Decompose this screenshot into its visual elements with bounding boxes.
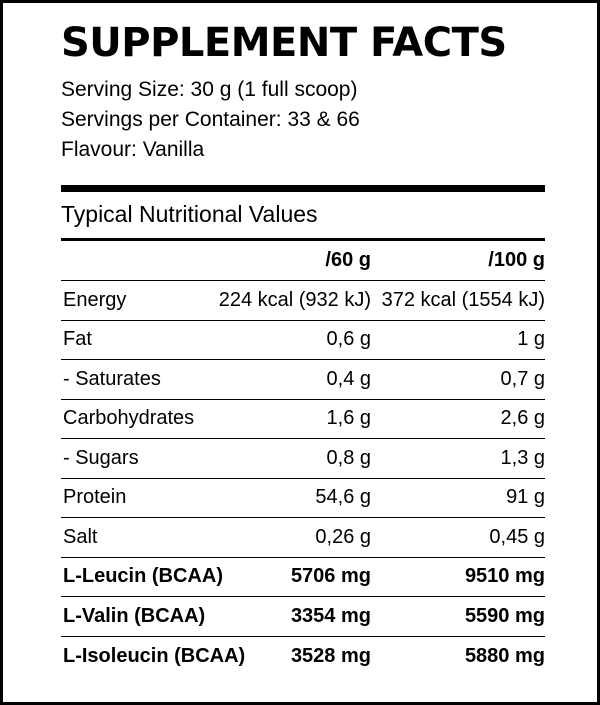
heading-divider (61, 238, 545, 241)
table-row: - Sugars 0,8 g 1,3 g (61, 439, 545, 479)
table-row: L-Valin (BCAA) 3354 mg 5590 mg (61, 597, 545, 637)
row-label: - Saturates (63, 367, 161, 390)
table-row: Protein 54,6 g 91 g (61, 479, 545, 518)
section-heading: Typical Nutritional Values (61, 201, 318, 227)
row-label: Protein (63, 486, 127, 509)
flavour: Flavour: Vanilla (61, 138, 205, 161)
row-label: L-Valin (BCAA) (63, 604, 206, 627)
nutrition-table: /60 g /100 g Energy 224 kcal (932 kJ) 37… (61, 241, 545, 676)
row-label: L-Isoleucin (BCAA) (63, 644, 246, 667)
value-60g: 0,4 g (326, 367, 371, 390)
row-label: Salt (63, 525, 98, 548)
thick-divider (61, 185, 545, 192)
servings-per-container: Servings per Container: 33 & 66 (61, 108, 360, 131)
table-row: Salt 0,26 g 0,45 g (61, 518, 545, 558)
table-row: Carbohydrates 1,6 g 2,6 g (61, 400, 545, 439)
value-100g: 91 g (506, 486, 545, 509)
value-60g: 0,8 g (326, 446, 371, 469)
row-label: Fat (63, 328, 92, 351)
value-100g: 5590 mg (464, 604, 545, 627)
row-label: Energy (63, 288, 127, 311)
table-header-row: /60 g /100 g (61, 241, 545, 281)
value-100g: 0,45 g (489, 525, 545, 548)
column-header-60g: /60 g (325, 249, 371, 271)
serving-size: Serving Size: 30 g (1 full scoop) (61, 78, 358, 101)
table-row: Energy 224 kcal (932 kJ) 372 kcal (1554 … (61, 281, 545, 321)
column-header-100g: /100 g (488, 249, 545, 271)
table-row: L-Leucin (BCAA) 5706 mg 9510 mg (61, 558, 545, 597)
value-100g: 5880 mg (464, 644, 545, 667)
value-100g: 372 kcal (1554 kJ) (381, 288, 545, 311)
value-100g: 1,3 g (500, 446, 545, 469)
value-60g: 1,6 g (326, 407, 371, 430)
page-title: SUPPLEMENT FACTS (61, 20, 507, 66)
value-60g: 54,6 g (315, 486, 371, 509)
row-label: Carbohydrates (63, 407, 195, 430)
value-100g: 2,6 g (500, 407, 545, 430)
table-row: Fat 0,6 g 1 g (61, 321, 545, 360)
value-60g: 0,26 g (315, 525, 371, 548)
value-60g: 3354 mg (290, 604, 371, 627)
value-60g: 3528 mg (290, 644, 371, 667)
table-row: L-Isoleucin (BCAA) 3528 mg 5880 mg (61, 637, 545, 677)
value-60g: 224 kcal (932 kJ) (218, 288, 371, 311)
value-100g: 1 g (517, 328, 545, 351)
value-100g: 0,7 g (500, 367, 545, 390)
value-60g: 0,6 g (326, 328, 371, 351)
table-row: - Saturates 0,4 g 0,7 g (61, 360, 545, 400)
value-60g: 5706 mg (290, 565, 371, 588)
value-100g: 9510 mg (464, 565, 545, 588)
row-label: - Sugars (63, 446, 139, 469)
row-label: L-Leucin (BCAA) (63, 565, 223, 588)
